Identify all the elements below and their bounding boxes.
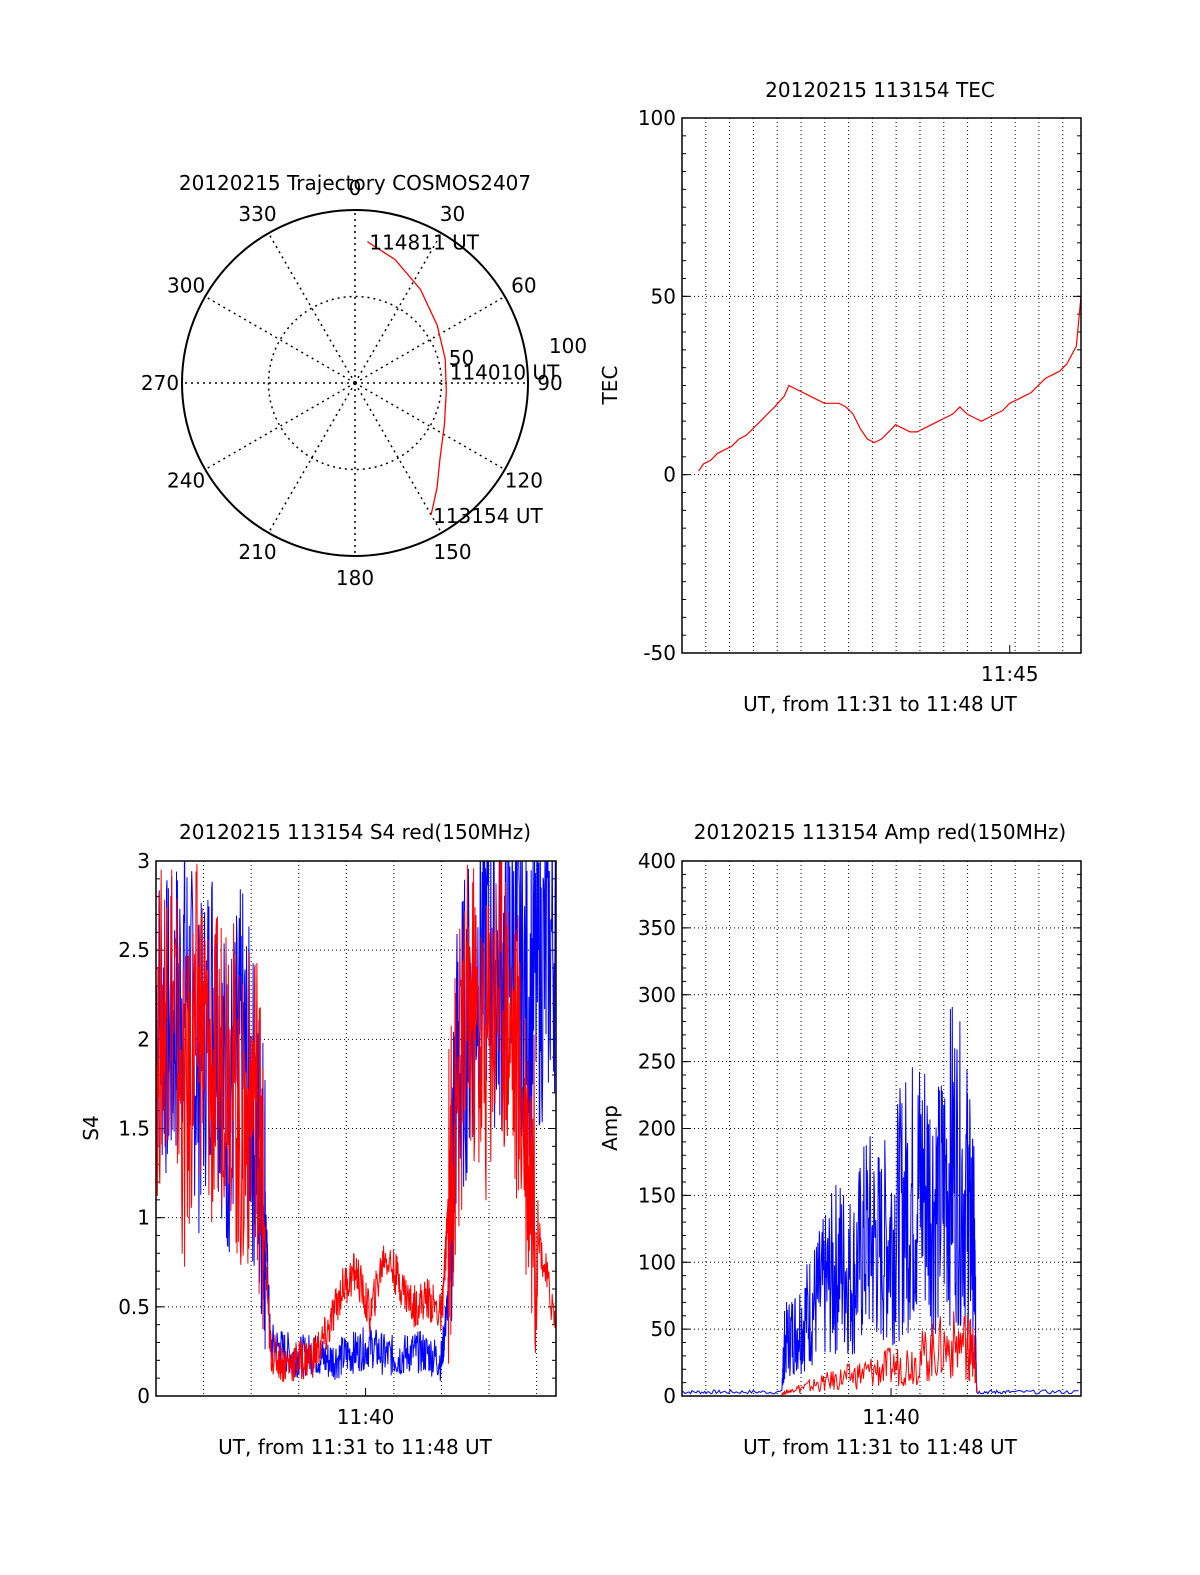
amp-title: 20120215 113154 Amp red(150MHz) — [694, 820, 1066, 844]
y-tick-label: 2 — [137, 1027, 150, 1051]
amp-ylabel: Amp — [598, 1105, 622, 1151]
y-tick-label: 350 — [638, 916, 676, 940]
polar-spoke — [354, 382, 506, 471]
y-tick-label: 300 — [638, 983, 676, 1007]
y-tick-label: 1 — [137, 1206, 150, 1230]
amp-plot-area: 0 50 100 150 200 250 300 350 400 11:40 — [638, 849, 1082, 1429]
series-line-red — [698, 296, 1081, 472]
s4-xlabel: UT, from 11:31 to 11:48 UT — [218, 1435, 493, 1459]
azimuth-label: 180 — [336, 566, 374, 590]
series-line-blue — [682, 1006, 1079, 1395]
series-group — [156, 861, 556, 1382]
radial-label: 50 — [449, 346, 474, 370]
azimuth-label: 240 — [167, 469, 205, 493]
y-tick-label: 250 — [638, 1050, 676, 1074]
time-annotation: 114010 UT — [450, 361, 560, 385]
trajectory-track — [367, 241, 447, 515]
amp-xlabel: UT, from 11:31 to 11:48 UT — [743, 1435, 1018, 1459]
y-tick-label: 0.5 — [118, 1295, 150, 1319]
y-tick-label: 0 — [137, 1384, 150, 1408]
time-annotation: 114811 UT — [369, 231, 479, 255]
plot-frame — [681, 117, 1082, 654]
y-tick-label: 50 — [651, 284, 676, 308]
y-tick-label: 400 — [638, 849, 676, 873]
trajectory-polar-chart: 20120215 Trajectory COSMOS2407 0 30 60 90 12… — [141, 171, 587, 590]
y-tick-label: 0 — [663, 1384, 676, 1408]
s4-title: 20120215 113154 S4 red(150MHz) — [179, 820, 531, 844]
trajectory-title: 20120215 Trajectory COSMOS2407 — [179, 171, 531, 195]
azimuth-label: 210 — [238, 540, 276, 564]
series-group — [682, 1006, 1079, 1396]
polar-outer-ring — [181, 209, 529, 557]
amp-chart: 20120215 113154 Amp red(150MHz) UT, from… — [598, 820, 1082, 1459]
series-line-blue — [156, 861, 556, 1381]
time-annotation: 113154 UT — [433, 504, 543, 528]
azimuth-label: 120 — [505, 469, 543, 493]
polar-spoke — [267, 382, 356, 534]
y-tick-label: 150 — [638, 1183, 676, 1207]
polar-spoke — [354, 382, 443, 534]
polar-spoke — [267, 232, 356, 384]
polar-inner-ring — [267, 295, 443, 471]
s4-plot-area: 0 0.5 1 1.5 2 2.5 3 11:40 — [118, 849, 557, 1429]
tec-plot-area: -50 0 50 100 11:45 — [638, 106, 1082, 686]
y-tick-label: 3 — [137, 849, 150, 873]
azimuth-label: 0 — [349, 176, 362, 200]
y-tick-label: 2.5 — [118, 938, 150, 962]
polar-grid — [181, 209, 529, 557]
polar-labels: 0 30 60 90 120 150 180 210 240 270 300 330 50 100 1148… — [141, 176, 587, 590]
trajectory-line — [367, 241, 447, 515]
series-line-red — [781, 1311, 978, 1396]
plot-frame — [155, 860, 557, 1397]
y-tick-label: -50 — [643, 641, 676, 665]
s4-ylabel: S4 — [79, 1115, 103, 1140]
s4-chart: 20120215 113154 S4 red(150MHz) UT, from … — [79, 820, 557, 1459]
azimuth-label: 60 — [511, 274, 536, 298]
y-tick-label: 0 — [663, 463, 676, 487]
y-tick-label: 100 — [638, 1250, 676, 1274]
x-tick-label: 11:40 — [862, 1405, 920, 1429]
y-tick-label: 200 — [638, 1117, 676, 1141]
x-tick-label: 11:45 — [981, 662, 1039, 686]
plot-frame — [681, 860, 1082, 1397]
tec-chart: 20120215 113154 TEC UT, from 11:31 to 11… — [598, 78, 1082, 716]
azimuth-label: 30 — [440, 202, 465, 226]
x-tick-label: 11:40 — [337, 1405, 395, 1429]
azimuth-label: 150 — [433, 540, 471, 564]
tec-ylabel: TEC — [598, 366, 622, 406]
azimuth-label: 300 — [167, 274, 205, 298]
polar-spoke — [204, 382, 356, 471]
polar-spoke — [354, 232, 443, 384]
polar-spoke — [354, 295, 506, 384]
azimuth-label: 90 — [537, 371, 562, 395]
polar-spoke — [204, 295, 356, 384]
y-tick-label: 50 — [651, 1317, 676, 1341]
y-tick-label: 1.5 — [118, 1117, 150, 1141]
tec-title: 20120215 113154 TEC — [765, 78, 995, 102]
series-group — [698, 296, 1081, 472]
azimuth-label: 330 — [238, 202, 276, 226]
y-tick-label: 100 — [638, 106, 676, 130]
series-line-red — [156, 861, 556, 1382]
radial-label: 100 — [549, 334, 587, 358]
tec-xlabel: UT, from 11:31 to 11:48 UT — [743, 692, 1018, 716]
azimuth-label: 270 — [141, 371, 179, 395]
